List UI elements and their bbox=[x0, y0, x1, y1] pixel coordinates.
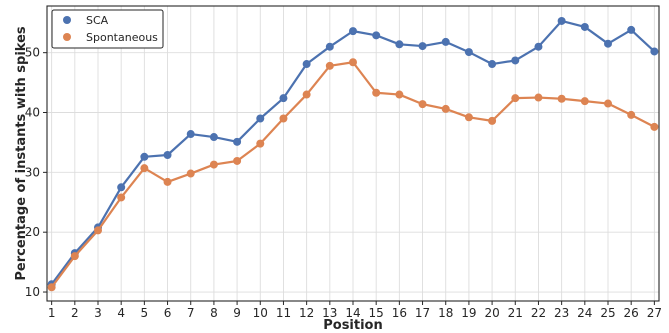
data-point-spontaneous bbox=[627, 110, 636, 119]
data-point-sca bbox=[325, 42, 334, 51]
x-tick-label: 2 bbox=[71, 306, 79, 320]
data-point-spontaneous bbox=[534, 93, 543, 102]
data-point-sca bbox=[580, 22, 589, 31]
data-point-sca bbox=[557, 16, 566, 25]
data-point-sca bbox=[441, 37, 450, 46]
data-point-spontaneous bbox=[349, 58, 357, 67]
x-tick-label: 24 bbox=[577, 306, 592, 320]
legend-marker-spontaneous bbox=[63, 33, 71, 41]
x-tick-label: 13 bbox=[322, 306, 337, 320]
x-tick-label: 3 bbox=[94, 306, 102, 320]
data-point-sca bbox=[534, 42, 543, 51]
legend-label-spontaneous: Spontaneous bbox=[86, 31, 158, 44]
grid bbox=[47, 6, 659, 301]
data-point-spontaneous bbox=[418, 100, 427, 109]
series-group bbox=[47, 16, 659, 292]
x-tick-label: 17 bbox=[415, 306, 430, 320]
data-point-spontaneous bbox=[557, 94, 566, 103]
x-tick-label: 6 bbox=[164, 306, 172, 320]
x-tick-label: 20 bbox=[484, 306, 499, 320]
data-point-sca bbox=[302, 60, 311, 69]
x-tick-label: 9 bbox=[233, 306, 241, 320]
x-axis-title: Position bbox=[323, 318, 383, 333]
data-point-spontaneous bbox=[604, 99, 612, 108]
data-point-sca bbox=[488, 60, 497, 69]
data-point-sca bbox=[650, 47, 659, 56]
y-tick-label: 10 bbox=[25, 285, 40, 299]
x-tick-label: 8 bbox=[210, 306, 218, 320]
y-tick-label: 40 bbox=[25, 106, 40, 120]
data-point-spontaneous bbox=[372, 88, 381, 97]
data-point-sca bbox=[604, 39, 612, 48]
x-tick-label: 15 bbox=[369, 306, 384, 320]
x-tick-label: 5 bbox=[141, 306, 149, 320]
x-tick-label: 21 bbox=[508, 306, 523, 320]
data-point-sca bbox=[418, 42, 427, 51]
data-point-sca bbox=[209, 133, 218, 142]
x-tick-label: 7 bbox=[187, 306, 195, 320]
data-point-sca bbox=[279, 94, 288, 103]
legend-box bbox=[51, 9, 164, 49]
data-point-sca bbox=[511, 56, 520, 65]
data-point-spontaneous bbox=[464, 113, 473, 122]
data-point-spontaneous bbox=[511, 94, 520, 103]
data-point-spontaneous bbox=[186, 169, 195, 178]
data-point-spontaneous bbox=[47, 283, 56, 292]
x-tick-label: 10 bbox=[253, 306, 268, 320]
data-point-spontaneous bbox=[233, 156, 242, 165]
legend-marker-sca bbox=[63, 16, 71, 24]
data-point-sca bbox=[233, 137, 242, 146]
data-point-sca bbox=[349, 27, 357, 36]
data-point-spontaneous bbox=[488, 116, 497, 125]
data-point-spontaneous bbox=[395, 90, 404, 99]
data-point-spontaneous bbox=[580, 97, 589, 106]
data-point-sca bbox=[140, 152, 149, 161]
data-point-sca bbox=[372, 31, 381, 40]
x-tick-label: 12 bbox=[299, 306, 314, 320]
y-axis-title: Percentage of instants with spikes bbox=[14, 26, 29, 281]
x-tick-label: 22 bbox=[531, 306, 546, 320]
data-point-sca bbox=[464, 48, 473, 57]
data-point-spontaneous bbox=[650, 122, 659, 131]
x-tick-label: 14 bbox=[345, 306, 360, 320]
x-tick-label: 4 bbox=[117, 306, 125, 320]
x-tick-label: 1 bbox=[48, 306, 56, 320]
x-tick-label: 19 bbox=[461, 306, 476, 320]
y-tick-label: 30 bbox=[25, 165, 40, 179]
x-tick-label: 25 bbox=[600, 306, 615, 320]
x-tick-label: 23 bbox=[554, 306, 569, 320]
data-point-spontaneous bbox=[209, 160, 218, 169]
data-point-sca bbox=[256, 114, 265, 123]
data-point-sca bbox=[395, 40, 404, 49]
data-point-sca bbox=[163, 150, 172, 159]
data-point-spontaneous bbox=[140, 164, 149, 173]
data-point-spontaneous bbox=[441, 104, 450, 113]
x-tick-label: 11 bbox=[276, 306, 291, 320]
data-point-spontaneous bbox=[163, 177, 172, 186]
data-point-spontaneous bbox=[279, 114, 288, 123]
data-point-spontaneous bbox=[94, 226, 102, 235]
data-point-spontaneous bbox=[256, 139, 265, 148]
x-tick-label: 18 bbox=[438, 306, 453, 320]
axis-ticks: 1 2 3 4 5 6 7 8 9 10 11 12 13 14 15 16 17 18 19 20 21 22 23 24 2… bbox=[25, 46, 662, 320]
legend: SCA Spontaneous bbox=[51, 9, 164, 49]
data-point-spontaneous bbox=[70, 252, 79, 261]
data-point-sca bbox=[186, 130, 195, 139]
data-point-spontaneous bbox=[302, 90, 311, 99]
data-point-sca bbox=[627, 25, 636, 34]
data-point-spontaneous bbox=[325, 61, 334, 70]
data-point-sca bbox=[117, 183, 126, 192]
data-point-spontaneous bbox=[117, 193, 126, 202]
x-tick-label: 27 bbox=[647, 306, 662, 320]
x-tick-label: 26 bbox=[624, 306, 639, 320]
x-tick-label: 16 bbox=[392, 306, 407, 320]
y-tick-label: 50 bbox=[25, 46, 40, 60]
legend-label-sca: SCA bbox=[86, 14, 109, 27]
y-tick-label: 20 bbox=[25, 225, 40, 239]
